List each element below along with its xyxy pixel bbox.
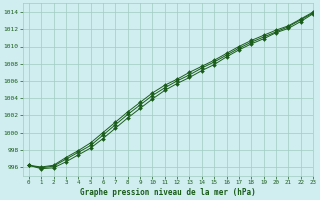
X-axis label: Graphe pression niveau de la mer (hPa): Graphe pression niveau de la mer (hPa) xyxy=(80,188,256,197)
